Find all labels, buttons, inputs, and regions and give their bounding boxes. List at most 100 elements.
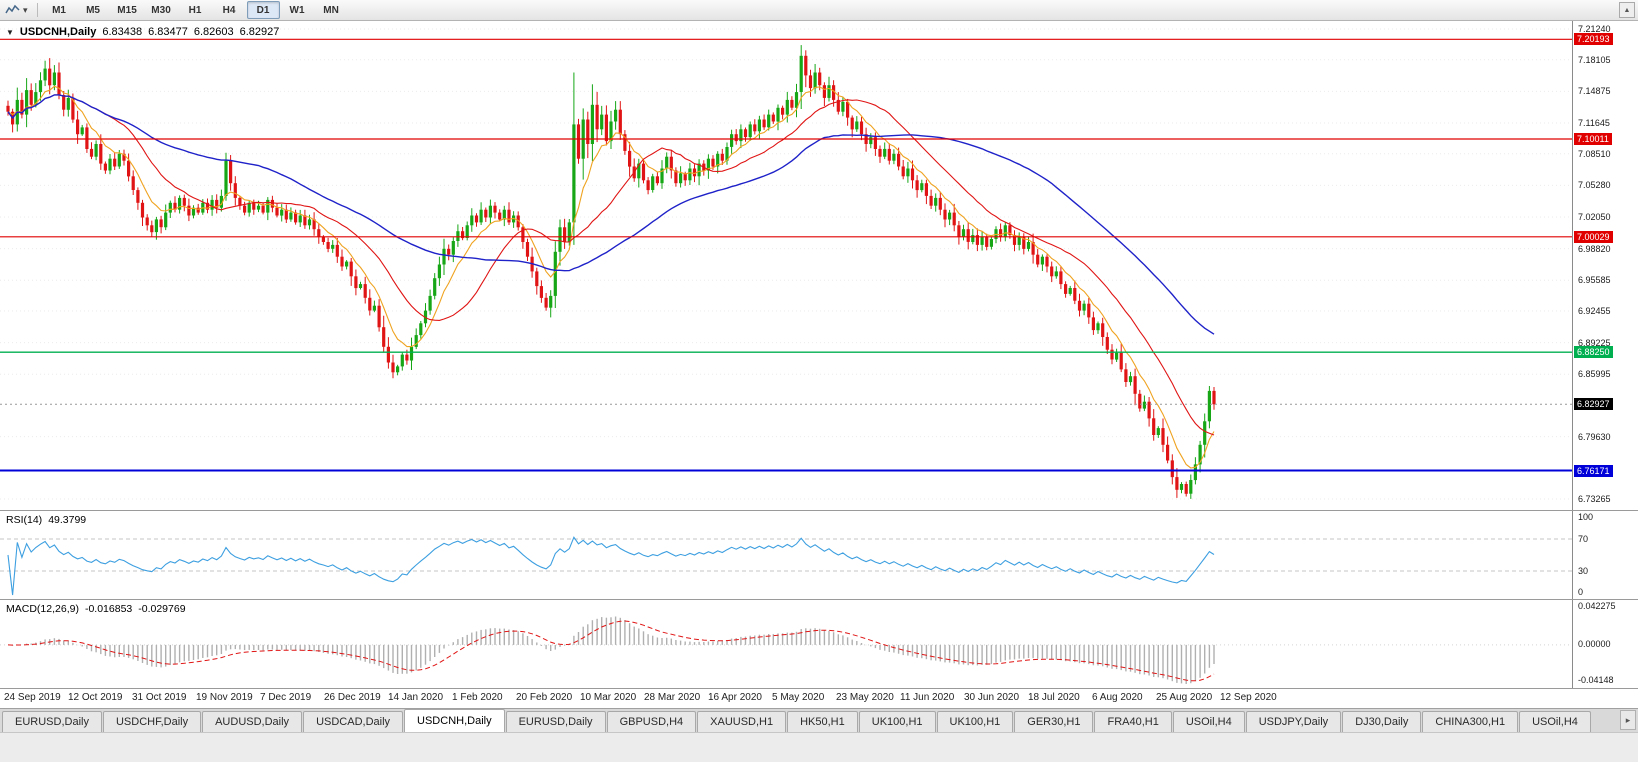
level-price-badge: 6.88250 — [1574, 346, 1613, 359]
date-tick-label: 26 Dec 2019 — [324, 692, 381, 703]
date-tick-label: 18 Jul 2020 — [1028, 692, 1080, 703]
chart-title-overlay: ▼ USDCNH,Daily 6.83438 6.83477 6.82603 6… — [6, 26, 279, 38]
symbol-period-label: USDCNH,Daily — [19, 26, 97, 38]
timeframe-button-m30[interactable]: M30 — [151, 4, 171, 16]
rsi-value: 49.3799 — [48, 514, 87, 526]
rsi-tick-label: 30 — [1578, 566, 1589, 576]
toolbar-separator — [36, 3, 38, 17]
close-value: 6.82927 — [239, 26, 280, 38]
price-tick-label: 7.14875 — [1578, 86, 1611, 97]
price-tick-label: 7.08510 — [1578, 148, 1611, 159]
chart-tab-hk50-h1[interactable]: HK50,H1 — [787, 711, 858, 732]
rsi-canvas[interactable] — [0, 511, 1572, 600]
timeframe-toolbar: ▾ M1 M5 M15 M30 H1 H4 D1 W1 MN ▲ — [0, 0, 1638, 21]
chart-window: 7.21240 7.18105 7.14875 7.11645 7.08510 7.052… — [0, 21, 1638, 708]
chart-tab-usdjpy-daily[interactable]: USDJPY,Daily — [1245, 711, 1342, 732]
date-tick-label: 24 Sep 2019 — [4, 692, 61, 703]
macd-tick-label: 0.00000 — [1578, 638, 1611, 649]
price-tick-label: 7.21240 — [1578, 24, 1611, 34]
macd-label: MACD(12,26,9) -0.016853 -0.029769 — [6, 603, 186, 615]
chart-tab-uk100-h1[interactable]: UK100,H1 — [858, 711, 936, 732]
price-panel: 7.21240 7.18105 7.14875 7.11645 7.08510 7.052… — [0, 21, 1638, 510]
price-tick-label: 7.18105 — [1578, 54, 1611, 65]
price-tick-label: 7.02050 — [1578, 212, 1611, 222]
chart-tab-xauusd-h1[interactable]: XAUUSD,H1 — [697, 711, 787, 732]
price-tick-label: 7.05280 — [1578, 180, 1611, 191]
macd-panel: 0.042275 0.00000 -0.04148 MACD(12,26,9) -0… — [0, 599, 1638, 688]
rsi-label: RSI(14) 49.3799 — [6, 514, 86, 526]
low-value: 6.82603 — [193, 26, 234, 38]
macd-name: MACD(12,26,9) — [6, 603, 79, 615]
dropdown-caret-icon[interactable]: ▾ — [23, 4, 28, 15]
date-tick-label: 31 Oct 2019 — [132, 692, 187, 703]
date-tick-label: 7 Dec 2019 — [260, 692, 312, 703]
timeframe-button-m15[interactable]: M15 — [117, 4, 137, 16]
level-price-badge: 7.10011 — [1574, 133, 1612, 145]
chart-tab-dj30-daily[interactable]: DJ30,Daily — [1342, 711, 1422, 732]
rsi-tick-label: 100 — [1578, 512, 1594, 522]
tab-scroll-right-button[interactable]: ▸ — [1620, 710, 1636, 730]
timeframe-button-w1[interactable]: W1 — [289, 4, 305, 16]
rsi-name: RSI(14) — [6, 514, 43, 526]
chart-tab-uk100-h1[interactable]: UK100,H1 — [936, 711, 1014, 732]
collapse-triangle-icon[interactable]: ▼ — [6, 27, 14, 37]
timeframe-button-m1[interactable]: M1 — [52, 4, 66, 16]
price-tick-label: 6.89225 — [1578, 337, 1611, 348]
chart-tab-gbpusd-h4[interactable]: GBPUSD,H4 — [606, 711, 697, 732]
chart-line-icon[interactable] — [4, 3, 22, 18]
rsi-tick-label: 70 — [1578, 534, 1589, 544]
date-tick-label: 6 Aug 2020 — [1092, 692, 1143, 703]
date-tick-label: 14 Jan 2020 — [388, 692, 444, 703]
timeframe-button-m5[interactable]: M5 — [86, 4, 100, 16]
price-tick-label: 6.85995 — [1578, 369, 1611, 380]
macd-canvas[interactable] — [0, 600, 1572, 689]
date-tick-label: 20 Feb 2020 — [516, 692, 573, 703]
timeframe-button-h1[interactable]: H1 — [188, 4, 202, 16]
chart-tab-eurusd-daily[interactable]: EURUSD,Daily — [505, 711, 606, 732]
date-tick-label: 11 Jun 2020 — [900, 692, 955, 703]
chart-tab-fra40-h1[interactable]: FRA40,H1 — [1094, 711, 1172, 732]
chart-tab-eurusd-daily[interactable]: EURUSD,Daily — [2, 711, 102, 732]
macd-tick-label: 0.042275 — [1578, 601, 1616, 611]
date-tick-label: 25 Aug 2020 — [1156, 692, 1213, 703]
chart-tab-usdcnh-daily[interactable]: USDCNH,Daily — [404, 709, 505, 732]
macd-main-value: -0.016853 — [84, 603, 133, 615]
price-tick-label: 6.79630 — [1578, 431, 1611, 442]
time-scale[interactable]: 24 Sep 2019 12 Oct 2019 31 Oct 2019 19 Nov … — [0, 688, 1638, 708]
chart-tab-usoil-h4[interactable]: USOil,H4 — [1519, 711, 1591, 732]
price-tick-label: 7.11645 — [1578, 118, 1610, 128]
level-price-badge: 6.76171 — [1574, 464, 1613, 477]
chart-tab-china300-h1[interactable]: CHINA300,H1 — [1422, 711, 1519, 732]
date-tick-label: 10 Mar 2020 — [580, 692, 637, 703]
chart-tab-usdcad-daily[interactable]: USDCAD,Daily — [303, 711, 404, 732]
date-tick-label: 12 Sep 2020 — [1220, 692, 1277, 703]
current-price-badge: 6.82927 — [1574, 398, 1613, 411]
chart-tab-ger30-h1[interactable]: GER30,H1 — [1014, 711, 1094, 732]
chart-tab-usoil-h4[interactable]: USOil,H4 — [1172, 711, 1245, 732]
scroll-up-button[interactable]: ▲ — [1619, 2, 1635, 18]
timeframe-button-d1[interactable]: D1 — [246, 1, 280, 19]
date-tick-label: 23 May 2020 — [836, 692, 894, 703]
macd-scale[interactable]: 0.042275 0.00000 -0.04148 — [1572, 600, 1638, 688]
macd-tick-label: -0.04148 — [1578, 675, 1614, 685]
chart-tab-usdchf-daily[interactable]: USDCHF,Daily — [102, 711, 202, 732]
timeframe-button-h4[interactable]: H4 — [222, 4, 236, 16]
date-tick-label: 1 Feb 2020 — [452, 692, 503, 703]
high-value: 6.83477 — [148, 26, 188, 38]
level-price-badge: 7.20193 — [1574, 33, 1613, 46]
main-chart-canvas[interactable] — [0, 21, 1572, 510]
timeframe-button-mn[interactable]: MN — [323, 4, 339, 16]
chart-tab-bar: EURUSD,Daily USDCHF,Daily AUDUSD,Daily USDC… — [0, 708, 1638, 732]
rsi-scale[interactable]: 100 70 30 0 — [1572, 511, 1638, 599]
status-bar — [0, 732, 1638, 762]
level-price-badge: 7.00029 — [1574, 230, 1613, 243]
chart-tab-audusd-daily[interactable]: AUDUSD,Daily — [202, 711, 303, 732]
price-tick-label: 6.98820 — [1578, 243, 1611, 254]
price-tick-label: 6.92455 — [1578, 306, 1611, 316]
date-tick-label: 5 May 2020 — [772, 692, 825, 703]
price-scale[interactable]: 7.21240 7.18105 7.14875 7.11645 7.08510 7.052… — [1572, 21, 1638, 510]
open-value: 6.83438 — [102, 26, 143, 38]
macd-signal-value: -0.029769 — [138, 603, 186, 615]
date-tick-label: 30 Jun 2020 — [964, 692, 1020, 703]
